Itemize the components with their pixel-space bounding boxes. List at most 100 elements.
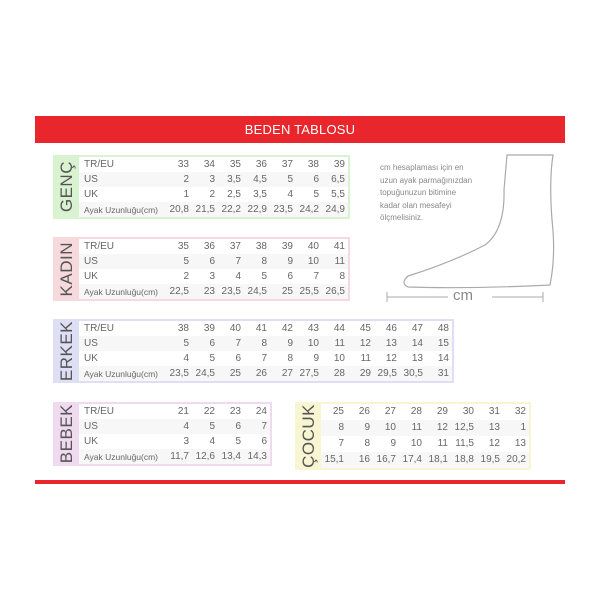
measure-label: cm (453, 287, 473, 304)
size-cell: 10 (296, 254, 322, 269)
size-cell: 25 (332, 406, 344, 418)
row-label: Ayak Uzunluğu(cm) (79, 366, 166, 382)
size-cell: 31 (426, 366, 452, 382)
size-cell: 6 (192, 336, 218, 352)
size-cell: 38 (255, 241, 267, 252)
size-cell: 2,5 (227, 189, 241, 200)
table-row: Ayak Uzunluğu(cm) 23,5 24,5 25 26 27 27,5 28 29 2… (79, 366, 452, 382)
size-cell: 41 (255, 323, 267, 335)
size-cell: 23,5 (166, 366, 192, 382)
row-label: UK (84, 189, 98, 200)
size-cell: 11 (322, 336, 348, 352)
size-cell: 9 (313, 353, 319, 365)
size-cell: 40 (229, 323, 241, 335)
size-cell: 12 (348, 336, 374, 352)
size-cell: 12 (488, 438, 500, 450)
size-cell: 47 (411, 323, 423, 335)
row-label: UK (84, 353, 98, 365)
size-cell: 31 (488, 406, 500, 418)
size-table: TR/EU 35 36 37 38 39 40 41 US 5 6 7 8 9 10 11 UK 2 3 4 5 6 7 8 A… (79, 239, 348, 299)
size-cell: 26 (244, 366, 270, 382)
size-cell: 24,5 (244, 284, 270, 299)
size-cell: 22 (203, 406, 215, 417)
section-label-text: ÇOCUK (299, 404, 318, 468)
table-row: UK 3 4 5 6 (79, 434, 270, 449)
size-cell: 8 (287, 353, 293, 365)
size-cell: 23,5 (270, 202, 296, 217)
size-cell: 42 (281, 323, 293, 335)
size-cell: 8 (244, 254, 270, 269)
row-label: Ayak Uzunluğu(cm) (79, 202, 166, 217)
size-cell: 5 (270, 172, 296, 187)
size-cell: 4 (287, 189, 293, 200)
note-line: kadar olan mesafeyi (380, 200, 452, 210)
size-cell: 24,5 (192, 366, 218, 382)
size-cell: 27 (384, 406, 396, 418)
table-row: 25 26 27 28 29 30 31 32 (321, 404, 529, 420)
size-cell: 14,3 (244, 449, 270, 464)
section-label: ÇOCUK (297, 404, 321, 468)
size-cell: 5 (261, 271, 267, 282)
size-cell: 5 (192, 419, 218, 434)
size-cell: 9 (390, 438, 396, 450)
size-cell: 41 (333, 241, 345, 252)
size-cell: 45 (359, 323, 371, 335)
size-cell: 9 (270, 336, 296, 352)
size-cell: 22,5 (166, 284, 192, 299)
size-table: TR/EU 38 39 40 41 42 43 44 45 46 47 48 US 5 6 7 8 9 10 11 12… (79, 321, 452, 382)
size-cell: 8 (339, 271, 345, 282)
row-label: TR/EU (84, 406, 114, 417)
size-cell: 44 (333, 323, 345, 335)
size-cell: 40 (307, 241, 319, 252)
size-cell: 15,1 (321, 451, 347, 468)
size-cell: 7 (218, 336, 244, 352)
size-cell: 11 (437, 438, 448, 450)
section-label: ERKEK (55, 321, 79, 382)
size-cell: 33 (177, 159, 189, 170)
size-cell: 19,5 (477, 451, 503, 468)
size-cell: 11 (360, 353, 371, 365)
foot-outline-icon (386, 154, 555, 302)
size-cell: 32 (514, 406, 526, 418)
size-cell: 37 (229, 241, 241, 252)
section-cocuk: ÇOCUK 25 26 27 28 29 30 31 32 8 9 10 11 12 12,5 13 1 7 8 9 1… (295, 402, 531, 470)
row-label: US (79, 254, 166, 269)
bottom-divider (35, 480, 565, 484)
size-cell: 6 (296, 172, 322, 187)
section-kadin: KADIN TR/EU 35 36 37 38 39 40 41 US 5 6 7 8 9 10 11 UK 2 3 4… (53, 237, 350, 301)
row-label: TR/EU (84, 159, 114, 170)
size-cell: 34 (203, 159, 215, 170)
size-cell: 23 (229, 406, 241, 417)
size-cell: 13,4 (218, 449, 244, 464)
size-cell: 18,8 (451, 451, 477, 468)
size-cell: 15 (426, 336, 452, 352)
size-cell: 2 (209, 189, 215, 200)
size-cell: 9 (270, 254, 296, 269)
size-cell: 23,5 (218, 284, 244, 299)
size-cell: 27 (270, 366, 296, 382)
size-cell: 4 (183, 353, 189, 365)
size-cell: 16 (347, 451, 373, 468)
size-cell: 36 (203, 241, 215, 252)
size-cell: 12,6 (192, 449, 218, 464)
size-cell: 4 (166, 419, 192, 434)
table-row: TR/EU 38 39 40 41 42 43 44 45 46 47 48 (79, 321, 452, 336)
size-cell: 5 (166, 254, 192, 269)
table-row: 7 8 9 10 11 11,5 12 13 (321, 436, 529, 452)
size-cell: 6 (287, 271, 293, 282)
size-cell: 3 (192, 172, 218, 187)
size-cell: 21 (177, 406, 189, 417)
section-genc: GENÇ TR/EU 33 34 35 36 37 38 39 US 2 3 3,5 4,5 5 6 6,5 UK… (53, 155, 350, 219)
size-cell: 4 (209, 436, 215, 447)
size-cell: 9 (347, 419, 373, 436)
size-cell: 8 (244, 336, 270, 352)
note-line: cm hesaplaması için en (380, 163, 464, 172)
size-cell: 5 (166, 336, 192, 352)
size-cell: 6 (218, 419, 244, 434)
section-label-text: ERKEK (57, 321, 76, 382)
size-cell: 5 (235, 436, 241, 447)
size-cell: 11,5 (455, 438, 474, 450)
section-label: BEBEK (55, 404, 79, 464)
size-cell: 10 (410, 438, 422, 450)
size-cell: 27,5 (296, 366, 322, 382)
